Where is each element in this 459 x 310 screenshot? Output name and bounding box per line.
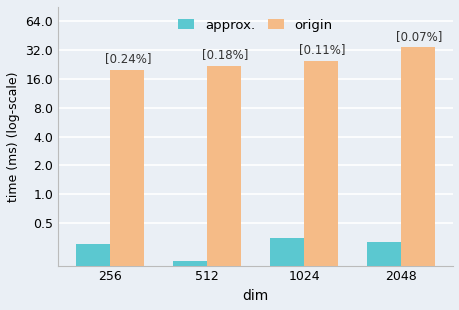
Text: [0.24%]: [0.24%] — [105, 52, 151, 65]
Bar — [269, 238, 303, 310]
Text: [0.18%]: [0.18%] — [202, 48, 248, 61]
Bar — [173, 261, 207, 310]
Bar — [366, 242, 400, 310]
Bar — [76, 244, 110, 310]
Y-axis label: time (ms) (log-scale): time (ms) (log-scale) — [7, 71, 20, 202]
Text: [0.11%]: [0.11%] — [298, 43, 345, 56]
Legend: approx., origin: approx., origin — [173, 14, 337, 37]
Bar — [400, 47, 434, 310]
Bar — [303, 61, 337, 310]
X-axis label: dim: dim — [242, 289, 268, 303]
Bar — [207, 66, 241, 310]
Text: [0.07%]: [0.07%] — [395, 30, 442, 43]
Bar — [110, 69, 144, 310]
